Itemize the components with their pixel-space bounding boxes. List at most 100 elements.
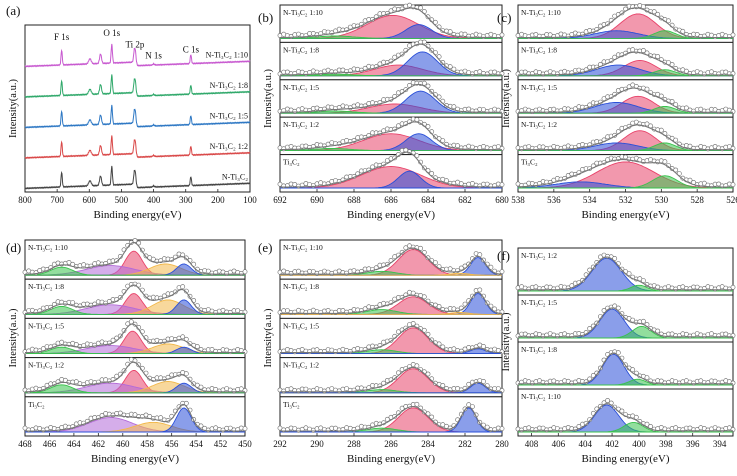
fit-envelope: [518, 403, 733, 432]
fit-component: [518, 378, 733, 386]
raw-data-point: [136, 282, 142, 288]
raw-data-point: [314, 347, 320, 353]
raw-data-point: [194, 344, 200, 349]
fit-envelope: [518, 7, 733, 39]
raw-data-point: [421, 327, 427, 333]
x-tick-label: 394: [713, 439, 727, 449]
fit-envelope: [280, 405, 502, 432]
fit-envelope: [518, 51, 733, 76]
fit-component: [280, 110, 502, 114]
spectrum-row: N-Ti₃C₂ 1:5: [22, 317, 248, 359]
sample-label: Ti₃C₂: [28, 400, 45, 409]
raw-data-point: [655, 54, 661, 59]
fit-envelope: [280, 247, 503, 275]
raw-data-point: [414, 153, 420, 159]
x-tick-label: 290: [310, 439, 324, 449]
peak-label: Ti 2p: [125, 40, 144, 50]
raw-data-point: [410, 321, 416, 326]
plot-frame: [24, 24, 251, 193]
raw-data-point: [730, 380, 736, 386]
raw-data-point: [605, 398, 610, 403]
raw-data-point: [117, 410, 123, 416]
raw-data-point: [198, 423, 204, 429]
raw-data-point: [644, 375, 650, 380]
raw-data-point: [587, 326, 593, 331]
fit-component: [24, 305, 245, 315]
raw-data-point: [701, 180, 707, 186]
sample-label: N-Ti₃C₂ 1:8: [521, 45, 557, 54]
panel-b: (b)F 1sN-Ti₃C₂ 1:10N-Ti₃C₂ 1:8N-Ti₃C₂ 1:…: [258, 2, 509, 221]
x-tick-label: 600: [83, 195, 97, 205]
x-tick-label: 396: [686, 439, 700, 449]
raw-data-point: [421, 39, 427, 45]
raw-data-point: [492, 69, 497, 75]
series-line: [24, 104, 251, 129]
x-tick-label: 450: [238, 439, 252, 449]
panel-f: (f)N 1sN-Ti₃C₂ 1:2N-Ti₃C₂ 1:5N-Ti₃C₂ 1:8…: [497, 247, 736, 465]
raw-data-point: [484, 181, 490, 187]
x-tick-label: 300: [179, 195, 193, 205]
x-tick-label: 534: [583, 195, 597, 205]
spectrum-row: N-Ti₃C₂ 1:8: [515, 341, 736, 390]
raw-data-point: [429, 47, 435, 53]
raw-data-point: [447, 64, 453, 70]
raw-data-point: [425, 124, 431, 129]
raw-data-point: [22, 425, 28, 431]
spectrum-row: N-Ti₃C₂ 1:8: [277, 278, 505, 319]
raw-data-point: [594, 259, 600, 265]
x-axis-label: Binding energy(eV): [581, 209, 669, 221]
spectrum-row: N-Ti₃C₂ 1:10: [515, 388, 736, 437]
raw-data-point: [458, 265, 464, 271]
raw-data-point: [730, 182, 736, 187]
raw-data-point: [466, 381, 472, 387]
raw-data-point: [425, 255, 431, 261]
sample-label: N-Ti₃C₂ 1:5: [521, 298, 557, 307]
fit-envelope: [518, 124, 733, 151]
raw-data-point: [227, 425, 233, 431]
panel-letter: (b): [258, 10, 273, 25]
raw-data-point: [641, 278, 646, 283]
y-axis-label: Intensity(a.u.): [263, 69, 274, 128]
spectrum-row: N-Ti₃C₂ 1:2: [277, 357, 505, 398]
x-tick-label: 686: [384, 195, 398, 205]
raw-data-point: [492, 306, 497, 312]
raw-data-point: [384, 416, 390, 422]
fit-component: [518, 142, 733, 152]
series-label: N-Ti₃C₂ 1:2: [210, 142, 248, 151]
sample-label: Ti₃C₂: [283, 158, 300, 167]
raw-data-point: [66, 259, 72, 265]
fit-component: [280, 312, 502, 315]
fit-component: [518, 325, 733, 339]
raw-data-point: [136, 240, 142, 246]
x-tick-label: 464: [67, 439, 81, 449]
raw-data-point: [641, 4, 646, 9]
raw-data-point: [615, 350, 621, 356]
raw-data-point: [414, 401, 420, 407]
sample-label: N-Ti₃C₂ 1:10: [521, 8, 561, 17]
x-tick-label: 800: [18, 195, 32, 205]
spectrum-row: Ti₃C₂: [277, 396, 505, 437]
spectrum-row: N-Ti₃C₂ 1:5: [515, 79, 736, 118]
y-axis-label: Intensity(a.u.): [263, 308, 274, 367]
sample-label: N-Ti₃C₂ 1:2: [283, 120, 319, 129]
spectrum-row: N-Ti₃C₂ 1:2: [22, 357, 248, 398]
raw-data-point: [655, 328, 661, 334]
x-tick-label: 400: [147, 195, 161, 205]
raw-data-point: [180, 284, 186, 290]
raw-data-point: [499, 426, 505, 431]
raw-data-point: [242, 269, 248, 275]
fit-component: [280, 170, 502, 189]
raw-data-point: [150, 256, 156, 262]
raw-data-point: [414, 117, 420, 122]
panel-letter: (a): [6, 3, 20, 18]
raw-data-point: [673, 167, 679, 173]
y-axis-label: Intensity(a.u.): [8, 79, 19, 138]
raw-data-point: [429, 337, 435, 343]
fit-envelope: [25, 323, 245, 354]
y-axis-label: Intensity(a.u.): [501, 312, 512, 371]
sample-label: N-Ti₃C₂ 1:5: [283, 321, 319, 330]
panel-a: (a) 800 700 600 500 400 300 200 100 Binding energ…: [6, 3, 257, 221]
raw-data-point: [669, 99, 675, 104]
raw-data-point: [598, 403, 603, 409]
